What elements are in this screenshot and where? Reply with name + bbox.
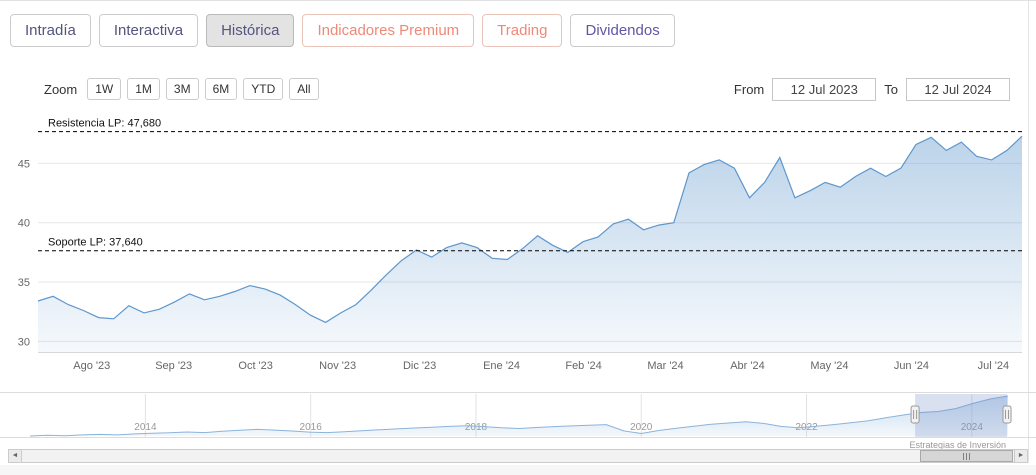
- tab-trading[interactable]: Trading: [482, 14, 563, 47]
- main-price-chart[interactable]: 30 35 40 45 Ago '23 Sep '23 Oct '23 Nov '23 Dic …: [0, 108, 1036, 378]
- top-border: [0, 0, 1036, 1]
- price-area: [38, 136, 1022, 352]
- zoom-toolbar: Zoom 1W 1M 3M 6M YTD All: [44, 78, 319, 100]
- zoom-label: Zoom: [44, 81, 78, 97]
- svg-text:Ene '24: Ene '24: [483, 360, 520, 372]
- svg-text:Oct '23: Oct '23: [238, 360, 273, 372]
- y-axis-labels: 30 35 40 45: [18, 158, 30, 348]
- tab-dividendos[interactable]: Dividendos: [570, 14, 675, 47]
- svg-text:Jul '24: Jul '24: [978, 360, 1009, 372]
- svg-text:35: 35: [18, 277, 30, 289]
- zoom-button-all[interactable]: All: [289, 78, 319, 100]
- zoom-button-1w[interactable]: 1W: [87, 78, 122, 100]
- svg-text:40: 40: [18, 218, 30, 230]
- zoom-button-1m[interactable]: 1M: [127, 78, 160, 100]
- navigator-scrollbar: ◄ ►: [8, 449, 1028, 463]
- svg-text:2016: 2016: [300, 422, 323, 433]
- support-line: Soporte LP: 37,640: [38, 237, 1022, 252]
- scrollbar-track[interactable]: [22, 449, 1014, 463]
- zoom-button-6m[interactable]: 6M: [204, 78, 238, 100]
- navigator-selection[interactable]: [915, 394, 1008, 437]
- tab-historica[interactable]: Histórica: [206, 14, 295, 47]
- navigator-left-handle[interactable]: [910, 405, 920, 424]
- svg-text:Feb '24: Feb '24: [565, 360, 601, 372]
- footer-strip: [0, 465, 1036, 475]
- thumb-grip-icon: [968, 452, 970, 460]
- svg-text:Mar '24: Mar '24: [647, 360, 683, 372]
- resistance-line: Resistencia LP: 47,680: [38, 118, 1022, 133]
- navigator-line: [29, 395, 1009, 437]
- navigator-right-handle[interactable]: [1002, 405, 1012, 424]
- navigator-chart[interactable]: 201420162018202020222024: [0, 392, 1036, 440]
- tab-indicadores-premium[interactable]: Indicadores Premium: [302, 14, 475, 47]
- price-line: [37, 135, 1023, 324]
- svg-text:Dic '23: Dic '23: [403, 360, 436, 372]
- to-label: To: [884, 82, 898, 97]
- chart-credits[interactable]: Estrategias de Inversión: [909, 440, 1006, 450]
- svg-text:Sep '23: Sep '23: [155, 360, 192, 372]
- scrollbar-right-arrow-icon[interactable]: ►: [1014, 449, 1028, 463]
- chart-tab-bar: Intradía Interactiva Histórica Indicador…: [10, 14, 675, 47]
- zoom-button-ytd[interactable]: YTD: [243, 78, 284, 100]
- svg-text:45: 45: [18, 158, 30, 170]
- scrollbar-left-arrow-icon[interactable]: ◄: [8, 449, 22, 463]
- tab-intradia[interactable]: Intradía: [10, 14, 91, 47]
- tab-interactiva[interactable]: Interactiva: [98, 14, 199, 47]
- svg-text:May '24: May '24: [810, 360, 848, 372]
- thumb-grip-icon: [965, 452, 967, 460]
- zoom-button-3m[interactable]: 3M: [165, 78, 199, 100]
- svg-text:Nov '23: Nov '23: [319, 360, 356, 372]
- from-date-input[interactable]: [772, 78, 877, 101]
- svg-text:Resistencia LP: 47,680: Resistencia LP: 47,680: [48, 118, 161, 130]
- svg-text:Jun '24: Jun '24: [894, 360, 929, 372]
- x-axis-labels: Ago '23 Sep '23 Oct '23 Nov '23 Dic '23 Ene '…: [73, 360, 1009, 372]
- from-label: From: [733, 82, 765, 97]
- thumb-grip-icon: [962, 452, 964, 460]
- svg-text:Ago '23: Ago '23: [73, 360, 110, 372]
- scrollbar-thumb[interactable]: [919, 450, 1013, 462]
- to-date-input[interactable]: [906, 78, 1010, 101]
- right-border: [1028, 0, 1029, 463]
- svg-text:2014: 2014: [134, 422, 157, 433]
- navigator-area: [30, 396, 1008, 436]
- svg-text:2020: 2020: [630, 422, 653, 433]
- svg-text:Soporte LP: 37,640: Soporte LP: 37,640: [48, 237, 143, 249]
- svg-text:Abr '24: Abr '24: [730, 360, 765, 372]
- date-range-controls: From To: [734, 78, 1010, 101]
- svg-text:30: 30: [18, 336, 30, 348]
